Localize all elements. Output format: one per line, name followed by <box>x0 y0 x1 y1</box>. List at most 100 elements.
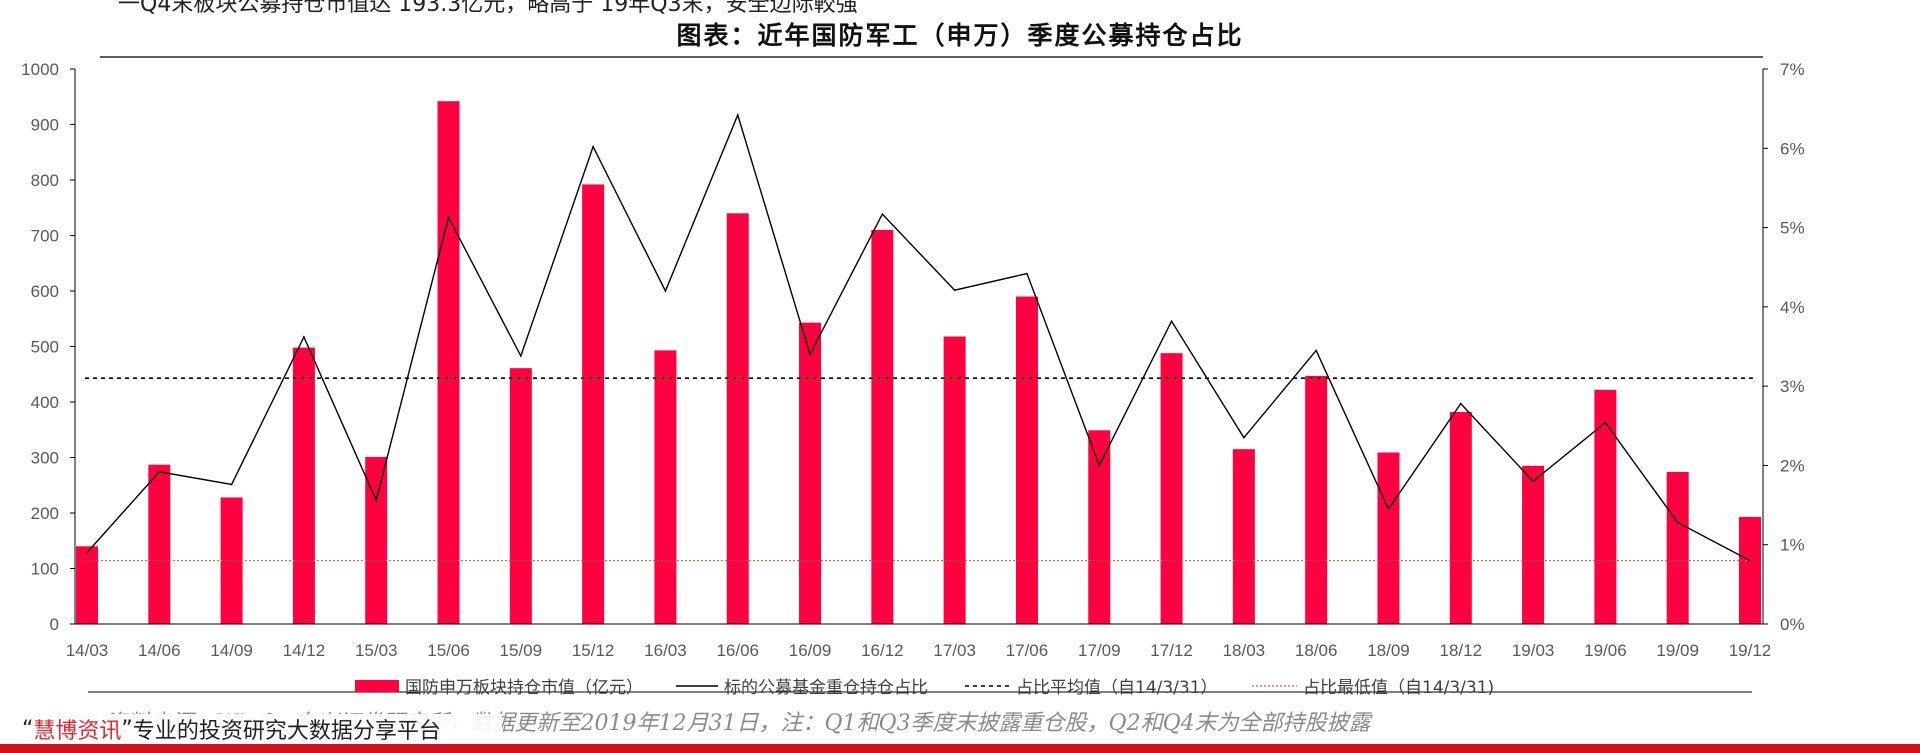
right-tick-label: 3% <box>1780 377 1805 396</box>
left-tick-label: 800 <box>31 171 59 190</box>
bar-14/09 <box>220 497 243 624</box>
legend: 国防申万板块持仓市值（亿元） 标的公募基金重仓持仓占比 占比平均值（自14/3/31… <box>88 678 1752 698</box>
ratio-point-18/03 <box>1243 436 1245 439</box>
left-tick-label: 300 <box>31 449 59 468</box>
x-tick-label: 18/06 <box>1295 641 1338 660</box>
brand-close-quote: ” <box>121 716 133 742</box>
bar-17/03 <box>943 336 966 624</box>
x-tick-label: 19/09 <box>1656 641 1699 660</box>
bar-16/03 <box>654 350 677 624</box>
ratio-point-15/06 <box>447 216 450 219</box>
bar-14/12 <box>292 347 315 624</box>
left-tick-label: 1000 <box>21 60 59 79</box>
legend-label-minimum: 占比最低值（自14/3/31) <box>1303 678 1494 698</box>
left-tick-label: 600 <box>31 282 59 301</box>
x-tick-label: 17/09 <box>1078 641 1121 660</box>
chart-title: 图表：近年国防军工（申万）季度公募持仓占比 <box>676 21 1244 50</box>
x-tick-label: 15/03 <box>355 641 398 660</box>
right-tick-label: 5% <box>1780 219 1805 238</box>
right-tick-label: 2% <box>1780 456 1805 475</box>
ratio-point-18/09 <box>1387 508 1390 510</box>
bar-series <box>76 101 1761 625</box>
bar-16/12 <box>871 229 894 624</box>
brand-name: 慧博资讯 <box>33 719 122 744</box>
bar-18/09 <box>1377 452 1400 624</box>
x-tick-label: 17/03 <box>933 641 976 660</box>
ratio-point-19/12 <box>1749 559 1751 562</box>
right-tick-label: 4% <box>1780 298 1805 317</box>
ratio-point-15/12 <box>592 145 594 148</box>
bar-15/09 <box>509 368 532 624</box>
ratio-line <box>86 112 1751 562</box>
ratio-point-16/03 <box>664 290 667 292</box>
left-tick-label: 700 <box>31 227 59 246</box>
right-tick-label: 6% <box>1780 139 1805 158</box>
ratio-point-16/06 <box>736 114 739 116</box>
bar-19/06 <box>1594 389 1617 624</box>
ratio-point-19/06 <box>1604 421 1607 424</box>
ratio-line-series <box>86 112 1751 562</box>
bar-18/12 <box>1449 411 1472 624</box>
legend-swatch-bar <box>355 680 399 692</box>
legend-label-line: 标的公募基金重仓持仓占比 <box>724 678 928 698</box>
x-tick-label: 14/03 <box>66 641 109 660</box>
ratio-point-14/09 <box>230 483 233 486</box>
x-tick-label: 18/03 <box>1223 641 1266 660</box>
x-tick-label: 19/06 <box>1584 641 1627 660</box>
cut-off-heading: 一Q4末板块公募持仓市值达 193.3亿元，略高于 19年Q3末，安全边际較强 <box>118 0 858 17</box>
bar-17/12 <box>1160 353 1183 624</box>
legend-label-average: 占比平均值（自14/3/31） <box>1016 678 1218 698</box>
bar-17/06 <box>1015 296 1038 624</box>
x-tick-label: 15/09 <box>500 641 543 660</box>
bar-19/12 <box>1739 516 1761 624</box>
x-tick-label: 16/09 <box>789 641 832 660</box>
left-tick-label: 100 <box>31 560 59 579</box>
ratio-point-14/06 <box>158 470 161 473</box>
x-tick-label: 14/06 <box>138 641 181 660</box>
ratio-point-19/03 <box>1532 480 1534 483</box>
axes: 0 100 200 300 400 500 600 700 800 900 1000 0% 1% 2% 3%… <box>21 56 1805 660</box>
x-tick-label: 14/09 <box>210 641 253 660</box>
ratio-point-17/12 <box>1170 320 1173 322</box>
bar-18/06 <box>1305 375 1328 624</box>
bar-19/03 <box>1522 465 1545 624</box>
ratio-point-18/12 <box>1459 402 1462 405</box>
ratio-point-16/09 <box>809 353 811 356</box>
brand-slogan: 专业的投资研究大数据分享平台 <box>132 719 441 744</box>
ratio-point-17/09 <box>1098 464 1101 467</box>
x-tick-label: 19/12 <box>1729 641 1772 660</box>
bar-17/09 <box>1088 430 1111 624</box>
x-tick-label: 19/03 <box>1512 641 1555 660</box>
ratio-point-14/12 <box>303 336 305 338</box>
ratio-point-17/03 <box>953 289 956 292</box>
left-tick-label: 200 <box>31 504 59 523</box>
right-tick-label: 1% <box>1780 536 1805 555</box>
x-tick-label: 16/03 <box>644 641 687 660</box>
bar-16/09 <box>799 322 822 624</box>
x-tick-label: 14/12 <box>283 641 326 660</box>
ratio-point-18/06 <box>1315 349 1317 352</box>
brand-open-quote: “ <box>22 716 34 742</box>
bar-18/03 <box>1232 449 1255 624</box>
right-tick-label: 7% <box>1780 60 1805 79</box>
bar-14/06 <box>148 464 171 624</box>
ratio-point-16/12 <box>881 213 884 215</box>
bar-16/06 <box>726 213 749 625</box>
right-tick-label: 0% <box>1780 615 1805 634</box>
x-tick-label: 17/06 <box>1006 641 1049 660</box>
ratio-point-17/06 <box>1026 272 1028 275</box>
x-tick-label: 18/09 <box>1367 641 1410 660</box>
ratio-point-15/09 <box>520 355 522 357</box>
ratio-point-15/03 <box>375 499 378 502</box>
x-tick-label: 15/06 <box>427 641 470 660</box>
left-tick-label: 0 <box>50 615 59 634</box>
footer-red-strip <box>0 744 1920 753</box>
reference-lines <box>85 377 1753 562</box>
ratio-point-19/09 <box>1676 521 1679 524</box>
x-tick-label: 17/12 <box>1150 641 1193 660</box>
left-tick-label: 500 <box>31 338 59 357</box>
bar-15/12 <box>582 184 605 624</box>
left-tick-label: 900 <box>31 116 59 135</box>
brand-watermark: “ 慧博资讯 ” 专业的投资研究大数据分享平台 <box>0 714 502 744</box>
